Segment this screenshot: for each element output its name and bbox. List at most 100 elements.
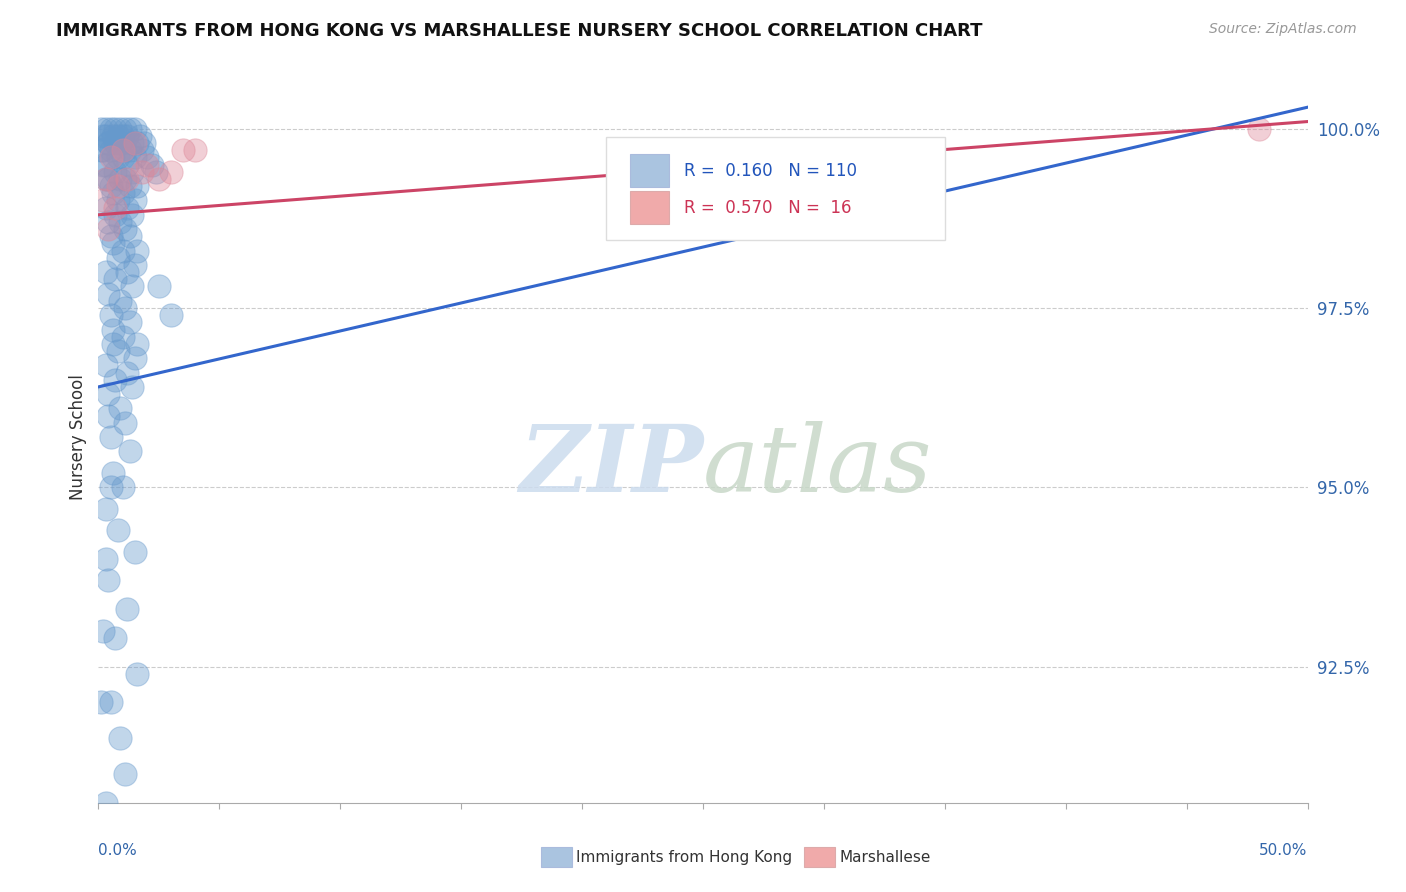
- Point: [94, 158, 117, 172]
- Point: [117, 602, 139, 616]
- Point: [131, 165, 153, 179]
- Point: [141, 158, 163, 172]
- Point: [111, 186, 134, 201]
- Point: [94, 359, 117, 373]
- Point: [124, 545, 146, 559]
- Text: 0.0%: 0.0%: [98, 843, 138, 858]
- Point: [108, 401, 131, 416]
- Point: [104, 208, 127, 222]
- Point: [135, 150, 157, 164]
- Point: [90, 143, 112, 157]
- Point: [97, 574, 120, 588]
- Point: [91, 128, 114, 143]
- Point: [104, 201, 127, 215]
- Point: [121, 136, 143, 150]
- Point: [101, 336, 124, 351]
- Point: [107, 251, 129, 265]
- Point: [118, 315, 141, 329]
- Point: [111, 480, 134, 494]
- Point: [111, 329, 134, 343]
- Point: [1249, 121, 1271, 136]
- Point: [131, 143, 153, 157]
- Point: [111, 150, 134, 164]
- Point: [94, 172, 117, 186]
- Point: [97, 136, 120, 150]
- Point: [118, 229, 141, 244]
- Point: [107, 150, 129, 164]
- Point: [117, 265, 139, 279]
- Text: Marshallese: Marshallese: [839, 850, 931, 864]
- Point: [114, 222, 136, 236]
- Point: [101, 322, 124, 336]
- Point: [97, 215, 120, 229]
- Text: ZIP: ZIP: [519, 421, 703, 511]
- Point: [100, 121, 122, 136]
- Point: [91, 194, 114, 208]
- Point: [127, 666, 149, 681]
- Point: [124, 351, 146, 366]
- Bar: [630, 191, 669, 224]
- Point: [124, 136, 146, 150]
- Point: [124, 194, 146, 208]
- Point: [101, 236, 124, 251]
- Point: [100, 308, 122, 322]
- Point: [100, 430, 122, 444]
- Text: Immigrants from Hong Kong: Immigrants from Hong Kong: [576, 850, 793, 864]
- Text: 50.0%: 50.0%: [1260, 843, 1308, 858]
- Point: [104, 136, 127, 150]
- Point: [94, 201, 117, 215]
- Point: [114, 121, 136, 136]
- Point: [121, 380, 143, 394]
- Point: [108, 731, 131, 746]
- Point: [111, 143, 134, 157]
- Point: [118, 121, 141, 136]
- Point: [107, 344, 129, 359]
- Point: [107, 179, 129, 194]
- Point: [121, 279, 143, 293]
- Point: [101, 466, 124, 480]
- Point: [172, 143, 194, 157]
- Point: [94, 172, 117, 186]
- Point: [107, 128, 129, 143]
- Bar: [630, 154, 669, 187]
- Point: [184, 143, 207, 157]
- Y-axis label: Nursery School: Nursery School: [69, 374, 87, 500]
- Point: [91, 143, 114, 157]
- Point: [111, 128, 134, 143]
- Point: [118, 143, 141, 157]
- Point: [114, 172, 136, 186]
- Point: [108, 172, 131, 186]
- Point: [107, 524, 129, 538]
- Point: [97, 409, 120, 423]
- Point: [111, 244, 134, 258]
- Point: [127, 179, 149, 194]
- Text: R =  0.160   N = 110: R = 0.160 N = 110: [683, 161, 856, 180]
- Point: [100, 480, 122, 494]
- Point: [148, 172, 170, 186]
- Point: [94, 796, 117, 810]
- Point: [104, 631, 127, 645]
- Point: [104, 373, 127, 387]
- Point: [108, 121, 131, 136]
- Point: [100, 150, 122, 164]
- Point: [127, 336, 149, 351]
- Point: [94, 121, 117, 136]
- Point: [100, 143, 122, 157]
- Point: [145, 165, 167, 179]
- Point: [117, 172, 139, 186]
- Point: [114, 416, 136, 430]
- Point: [101, 128, 124, 143]
- Point: [100, 179, 122, 194]
- Point: [117, 366, 139, 380]
- Point: [108, 293, 131, 308]
- Point: [128, 128, 150, 143]
- Point: [118, 179, 141, 194]
- FancyBboxPatch shape: [606, 137, 945, 240]
- Point: [94, 128, 117, 143]
- Point: [94, 552, 117, 566]
- Point: [117, 201, 139, 215]
- Point: [97, 136, 120, 150]
- Point: [90, 121, 112, 136]
- Point: [94, 265, 117, 279]
- Point: [104, 121, 127, 136]
